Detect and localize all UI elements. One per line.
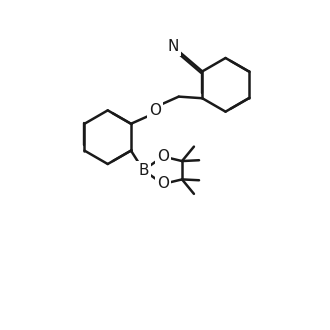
Text: N: N (168, 39, 179, 54)
Text: O: O (157, 149, 169, 164)
Text: B: B (138, 163, 148, 178)
Text: O: O (149, 103, 161, 118)
Text: O: O (157, 177, 169, 191)
